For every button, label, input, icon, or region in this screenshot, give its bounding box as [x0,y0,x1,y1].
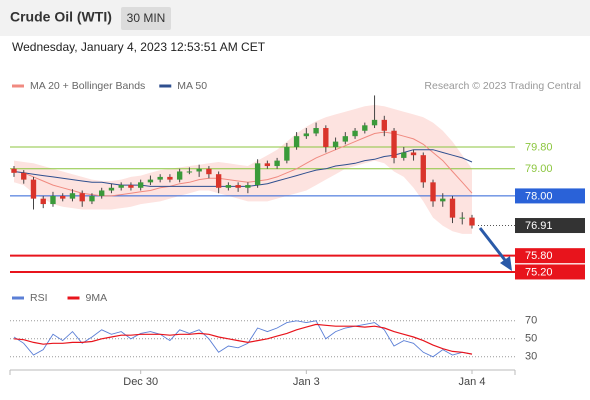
candle-body [410,152,417,156]
candle-body [40,198,46,205]
forecast-arrowhead [500,256,512,271]
candle-body [323,128,329,148]
candle-body [264,163,271,167]
candle-body [215,174,222,188]
y-tick-label: 30 [525,351,537,363]
candle-body [108,187,115,191]
x-tick-label: Jan 4 [459,376,486,388]
title: Crude Oil (WTI) [10,9,112,25]
candle-body [196,168,202,172]
level-label: 75.80 [525,250,553,262]
candle-body [459,217,465,219]
bollinger-band [14,104,472,234]
legend-label: RSI [30,292,48,304]
candle-body [430,182,436,202]
candle-body [128,185,134,188]
candle-body [186,171,193,173]
candle-body [352,130,358,137]
candle-body [469,217,475,226]
candle-body [303,133,310,137]
candle-body [371,119,378,126]
level-box [515,218,585,234]
indicator-line [13,320,473,358]
candle-body [420,155,426,183]
y-tick-label: 70 [525,315,537,327]
timeframe[interactable]: 30 MIN [127,11,166,25]
candle-body [332,141,339,148]
candle-body [225,185,232,188]
legend-label: 9MA [86,292,108,304]
candle-body [89,195,95,202]
legend-label: MA 20 + Bollinger Bands [30,80,145,92]
level-label: 76.91 [525,220,553,232]
candle-body [381,119,387,131]
candle-body [147,179,154,183]
level-label: 75.20 [525,266,553,278]
candle-body [401,152,407,158]
candle-body [30,179,37,199]
candle-body [293,136,300,148]
header-bar [0,0,590,36]
y-tick-label: 50 [525,333,537,345]
candle-body [118,185,124,188]
candle-body [138,182,144,188]
candle-body [313,128,319,134]
candle-body [440,198,446,202]
candle-body [69,193,76,199]
candle-body [167,176,173,180]
level-label: 79.80 [525,141,553,153]
candle-body [391,130,397,158]
candle-body [79,193,85,202]
forecast-arrow [478,227,510,265]
candle-body [235,185,241,188]
date: Wednesday, January 4, 2023 12:53:51 AM C… [12,40,266,54]
candle-body [362,125,368,131]
candle-body [11,168,17,173]
source: Research © 2023 Trading Central [424,80,581,92]
x-tick-label: Jan 3 [293,376,320,388]
candle-body [449,198,456,218]
candle-body [284,147,290,161]
indicator-line [13,323,473,355]
level-label: 78.00 [525,190,553,202]
candle-body [254,163,261,186]
candle-body [245,185,251,188]
x-tick-label: Dec 30 [123,376,158,388]
candle-body [50,195,56,205]
legend-label: MA 50 [177,80,207,92]
timeframe-badge[interactable] [121,7,171,30]
candle-body [274,160,280,167]
candle-body [176,171,183,180]
candle-body [206,168,212,175]
candle-body [60,195,66,199]
candle-body [99,190,105,196]
candle-body [21,172,27,180]
level-box [515,188,585,204]
candle-body [342,136,348,142]
level-box [515,264,585,280]
candle-body [157,176,163,180]
level-label: 79.00 [525,163,553,175]
level-box [515,248,585,264]
